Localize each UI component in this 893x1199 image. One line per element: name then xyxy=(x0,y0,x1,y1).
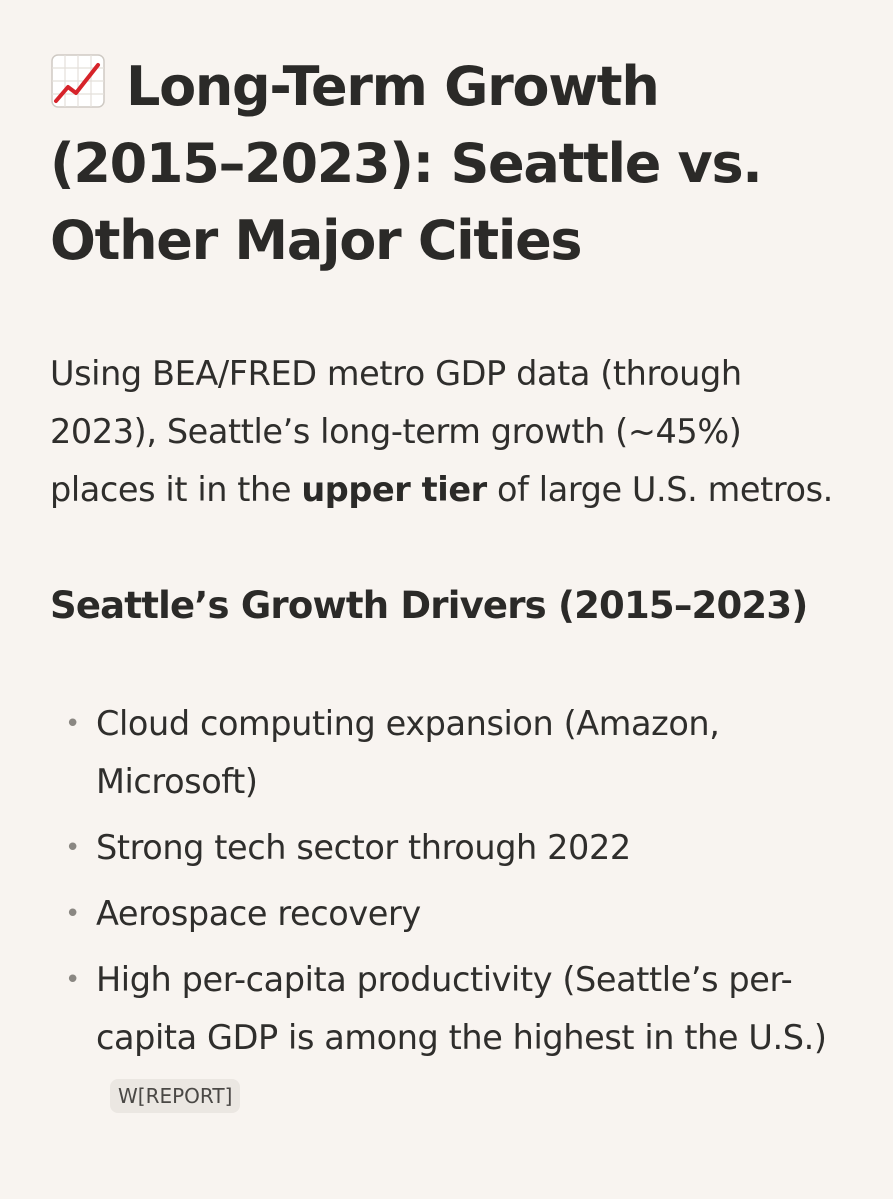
citation-badge[interactable]: W[REPORT] xyxy=(110,1079,241,1113)
list-item-text: High per-capita productivity (Seattle’s … xyxy=(96,960,827,1057)
page-title: Long-Term Growth (2015–2023): Seattle vs… xyxy=(50,48,850,279)
bullet-icon: • xyxy=(65,965,80,995)
section-heading: Seattle’s Growth Drivers (2015–2023) xyxy=(50,584,808,627)
list-item: • Cloud computing expansion (Amazon, Mic… xyxy=(50,695,850,811)
list-item-text: Cloud computing expansion (Amazon, Micro… xyxy=(96,704,720,801)
list-item: • High per-capita productivity (Seattle’… xyxy=(50,951,850,1125)
intro-paragraph: Using BEA/FRED metro GDP data (through 2… xyxy=(50,345,850,519)
page-title-text: Long-Term Growth (2015–2023): Seattle vs… xyxy=(50,55,763,272)
list-item: • Aerospace recovery xyxy=(50,885,850,943)
list-item: • Strong tech sector through 2022 xyxy=(50,819,850,877)
document-body: Long-Term Growth (2015–2023): Seattle vs… xyxy=(50,48,850,1133)
intro-text-after: of large U.S. metros. xyxy=(486,470,833,509)
list-item-text: Strong tech sector through 2022 xyxy=(96,828,631,867)
growth-drivers-list: • Cloud computing expansion (Amazon, Mic… xyxy=(50,695,850,1125)
intro-bold-text: upper tier xyxy=(301,470,487,509)
bullet-icon: • xyxy=(65,709,80,739)
intro-text-before: Using BEA/FRED metro GDP data (through 2… xyxy=(50,354,742,509)
list-item-text: Aerospace recovery xyxy=(96,894,421,933)
bullet-icon: • xyxy=(65,899,80,929)
bullet-icon: • xyxy=(65,833,80,863)
chart-increasing-icon xyxy=(51,54,105,108)
